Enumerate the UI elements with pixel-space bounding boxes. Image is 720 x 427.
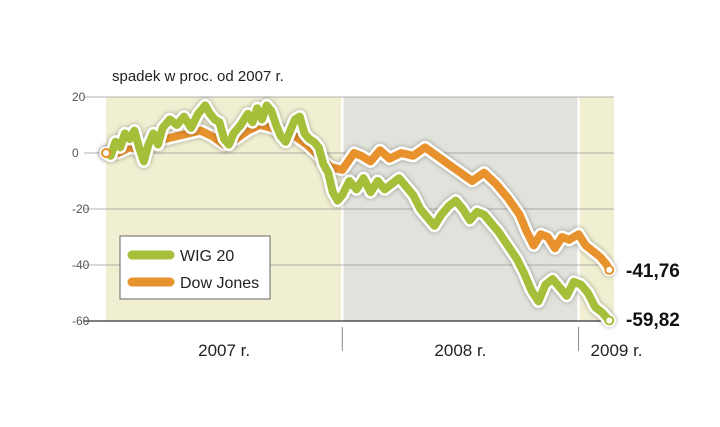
period-axis: 2007 r. 2008 r. 2009 r.	[198, 327, 643, 360]
y-tick-label-0: 0	[72, 146, 79, 160]
legend-label-wig20: WIG 20	[180, 248, 234, 265]
series-line-wig-20	[102, 101, 614, 325]
legend-box	[119, 235, 271, 300]
y-tick-label-minus-20: -20	[72, 202, 90, 216]
y-tick-label-minus-40: -40	[72, 258, 90, 272]
start-marker-dow-jones	[101, 148, 111, 158]
end-marker-wig-20	[604, 315, 615, 326]
legend: WIG 20 Dow Jones	[119, 235, 271, 300]
period-label-2007-r: 2007 r.	[198, 341, 250, 360]
end-label-wig20: -59,82	[626, 310, 680, 331]
series-lines	[99, 98, 616, 327]
legend-label-dow-jones: Dow Jones	[180, 275, 259, 292]
chart-subtitle: spadek w proc. od 2007 r.	[112, 68, 284, 85]
series-line-dow-jones	[102, 121, 614, 274]
end-markers	[101, 148, 615, 326]
y-tick-label-minus-60: -60	[72, 314, 90, 328]
end-label-dow-jones: -41,76	[626, 261, 680, 282]
end-marker-dow-jones	[604, 264, 615, 275]
y-tick-label-20: 20	[72, 90, 86, 104]
period-label-2009-r: 2009 r.	[591, 341, 643, 360]
y-axis: 20 0 -20 -40 -60	[72, 90, 90, 328]
period-label-2008-r: 2008 r.	[434, 341, 486, 360]
